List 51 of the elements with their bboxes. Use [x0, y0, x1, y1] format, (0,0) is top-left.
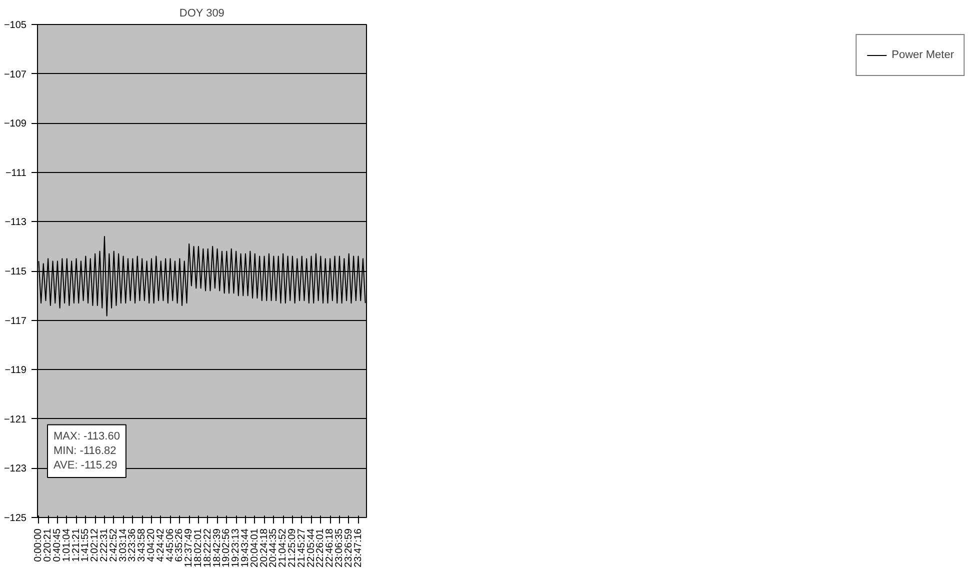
- x-tick-label: 23:47:16: [352, 528, 364, 568]
- x-tick-label: 4:45:06: [164, 528, 176, 562]
- x-tick-label: 12:37:49: [184, 528, 195, 568]
- y-tick-label: −113: [4, 217, 27, 228]
- x-tick-label: 19:23:13: [230, 528, 242, 568]
- x-tick-label: 22:46:18: [324, 528, 336, 568]
- x-tick-label: 21:45:27: [296, 528, 308, 568]
- x-tick-label: 3:23:36: [127, 528, 138, 562]
- y-tick-label: −117: [4, 316, 27, 327]
- x-tick-label: 2:02:12: [90, 528, 101, 562]
- y-tick-label: −111: [5, 168, 27, 179]
- y-tick-label: −107: [4, 69, 27, 80]
- x-tick-label: 4:04:20: [146, 528, 157, 562]
- x-tick-label: 21:25:09: [286, 528, 298, 568]
- x-tick-label: 0:20:21: [42, 528, 54, 562]
- chart-title: DOY 309: [179, 8, 224, 20]
- y-tick-label: −105: [4, 20, 27, 31]
- annotation: MIN: -116.82: [54, 445, 116, 458]
- y-tick-label: −115: [4, 266, 27, 278]
- x-tick-label: 3:03:14: [118, 528, 129, 562]
- x-tick-label: 4:24:42: [155, 528, 166, 562]
- x-tick-label: 23:26:59: [343, 528, 354, 568]
- annotation: MAX: -113.60: [54, 430, 120, 443]
- x-tick-label: 19:43:44: [240, 528, 251, 568]
- y-tick-label: −109: [4, 118, 27, 130]
- x-tick-label: 1:01:04: [61, 528, 72, 562]
- x-tick-label: 0:00:00: [33, 528, 44, 562]
- x-tick-label: 2:22:31: [98, 528, 110, 562]
- x-tick-label: 21:04:52: [278, 528, 289, 568]
- x-tick-label: 22:05:44: [306, 528, 317, 568]
- y-tick-label: −119: [4, 365, 27, 376]
- x-tick-label: 18:02:01: [192, 528, 204, 568]
- x-tick-label: 0:40:45: [52, 528, 63, 562]
- x-tick-label: 19:02:56: [221, 528, 232, 568]
- y-tick-label: −123: [4, 464, 27, 475]
- x-tick-label: 20:44:35: [268, 528, 280, 568]
- x-tick-label: 23:06:35: [334, 528, 345, 568]
- x-tick-label: 6:35:26: [174, 528, 186, 562]
- legend-label: Power Meter: [892, 49, 954, 61]
- x-tick-label: 18:42:39: [212, 528, 223, 568]
- x-tick-label: 1:21:21: [70, 528, 82, 562]
- x-tick-label: 18:22:22: [202, 528, 214, 568]
- annotation: AVE: -115.29: [54, 460, 118, 472]
- x-tick-label: 20:04:01: [249, 528, 260, 568]
- y-tick-label: −121: [4, 414, 27, 426]
- x-tick-label: 1:41:55: [80, 528, 92, 562]
- y-tick-label: −125: [4, 513, 27, 524]
- x-tick-label: 22:26:01: [315, 528, 326, 568]
- x-tick-label: 3:43:58: [136, 528, 148, 562]
- x-tick-label: 2:42:52: [108, 528, 120, 562]
- x-tick-label: 20:24:18: [258, 528, 270, 568]
